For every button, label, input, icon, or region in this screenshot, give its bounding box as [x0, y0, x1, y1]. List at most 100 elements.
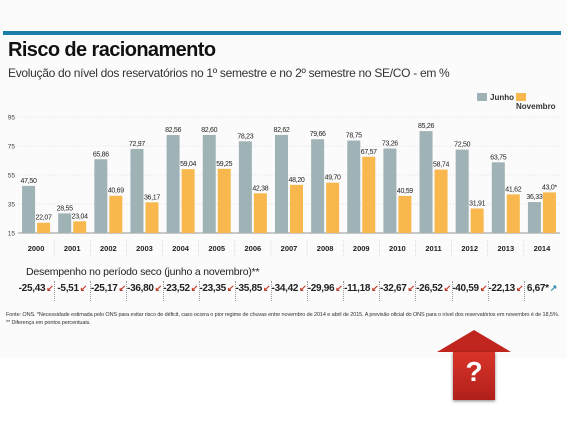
performance-separator — [415, 281, 417, 301]
bar-junho — [455, 149, 469, 233]
performance-separator — [270, 281, 273, 301]
bar-novembro — [109, 195, 123, 233]
data-label: 59,04 — [180, 161, 196, 168]
x-tick-label: 2007 — [281, 244, 298, 253]
data-label: 40,69 — [108, 188, 124, 195]
x-tick-label: 2008 — [317, 244, 334, 253]
bar-novembro — [470, 208, 484, 233]
data-label: 48,20 — [288, 177, 304, 184]
performance-separator — [90, 281, 92, 301]
bar-junho — [166, 135, 180, 233]
legend-junho-label: Junho — [490, 93, 514, 102]
data-label: 67,57 — [361, 149, 377, 156]
performance-cell: 6,67*↗ — [524, 283, 560, 299]
performance-cell: -23,35↙ — [199, 283, 235, 299]
performance-value: 6,67* — [526, 283, 549, 294]
arrow-down-icon: ↙ — [46, 283, 54, 293]
legend-junho-swatch — [477, 93, 487, 101]
x-tick-label: 2010 — [389, 244, 406, 253]
legend-novembro-label: Novembro — [516, 102, 556, 111]
bar-novembro — [181, 169, 195, 233]
arrow-down-icon: ↙ — [443, 283, 452, 293]
bar-junho — [275, 134, 288, 233]
warning-arrow-icon — [437, 330, 511, 352]
data-label: 47,50 — [21, 178, 37, 185]
performance-separator — [234, 281, 237, 301]
performance-separator — [343, 281, 345, 301]
data-label: 58,74 — [433, 162, 449, 169]
data-label: 65,86 — [93, 151, 109, 158]
legend-novembro-swatch — [516, 93, 526, 101]
arrow-down-icon: ↙ — [118, 283, 126, 293]
performance-value: -25,17 — [90, 283, 118, 294]
x-tick-label: 2002 — [100, 244, 117, 253]
y-tick-label: 55 — [8, 173, 16, 180]
bar-novembro — [506, 194, 520, 233]
y-tick-label: 35 — [8, 202, 16, 209]
warning-box — [453, 352, 495, 400]
data-label: 31,91 — [469, 200, 485, 207]
data-label: 36,17 — [144, 194, 160, 201]
performance-cell: -25,43↙ — [18, 283, 54, 299]
data-label: 72,50 — [454, 142, 470, 149]
bar-novembro — [37, 222, 51, 233]
data-label: 59,25 — [216, 161, 232, 168]
performance-cell: -5,51↙ — [54, 283, 90, 299]
performance-separator — [198, 281, 201, 301]
bar-junho — [202, 134, 216, 233]
arrow-down-icon: ↙ — [299, 283, 307, 293]
data-label: 63,75 — [490, 154, 506, 161]
x-tick-label: 2000 — [28, 244, 45, 253]
chart-subtitle: Evolução do nível dos reservatórios no 1… — [8, 66, 450, 80]
bar-novembro — [73, 221, 87, 233]
data-label: 72,97 — [129, 141, 145, 148]
performance-cell: -25,17↙ — [90, 283, 126, 299]
data-label: 78,23 — [237, 133, 253, 140]
bar-junho — [419, 131, 433, 233]
x-tick-label: 2009 — [353, 244, 370, 253]
performance-value: -29,96 — [307, 283, 335, 294]
data-label: 82,56 — [165, 127, 181, 134]
bar-novembro — [434, 169, 448, 233]
performance-value: -26,52 — [416, 283, 443, 294]
performance-separator — [54, 281, 56, 301]
y-tick-label: 75 — [8, 144, 16, 151]
legend-novembro: Novembro — [516, 93, 567, 111]
bar-junho — [238, 141, 252, 233]
performance-cell: -34,42↙ — [271, 283, 307, 299]
arrow-down-icon: ↙ — [335, 283, 343, 293]
data-label: 78,75 — [346, 133, 362, 140]
question-badge: ? — [437, 330, 511, 400]
bar-junho — [94, 159, 108, 233]
performance-separator — [307, 281, 309, 301]
accent-bar — [3, 31, 561, 35]
data-label: 82,60 — [201, 127, 217, 134]
data-label: 40,59 — [397, 188, 413, 195]
bar-novembro — [145, 202, 159, 233]
x-tick-label: 2014 — [534, 244, 552, 253]
arrow-up-icon: ↗ — [549, 283, 558, 293]
footnote-source: Fonte: ONS. *Necessidade estimada pelo O… — [6, 312, 560, 318]
x-tick-label: 2003 — [136, 244, 153, 253]
x-tick-label: 2011 — [425, 244, 441, 253]
performance-separator — [487, 281, 490, 301]
performance-value: -11,18 — [344, 283, 371, 294]
bar-junho — [130, 148, 144, 233]
x-tick-label: 2001 — [64, 244, 81, 253]
y-tick-label: 95 — [8, 115, 16, 122]
arrow-down-icon: ↙ — [371, 283, 379, 293]
performance-value: -22,13 — [488, 283, 515, 294]
legend-junho: Junho — [477, 93, 514, 102]
bar-novembro — [326, 182, 340, 233]
bar-junho — [347, 140, 361, 233]
performance-cell: -36,80↙ — [126, 283, 162, 299]
performance-value: -25,43 — [18, 283, 46, 294]
infographic-card: Risco de racionamento Evolução do nível … — [3, 31, 567, 326]
performance-separator — [379, 281, 381, 301]
bar-novembro — [290, 184, 303, 233]
performance-separator — [523, 281, 526, 301]
data-label: 36,33 — [526, 194, 542, 201]
performance-value: -36,80 — [127, 283, 154, 294]
x-tick-label: 2005 — [208, 244, 225, 253]
performance-cell: -40,59↙ — [452, 283, 488, 299]
